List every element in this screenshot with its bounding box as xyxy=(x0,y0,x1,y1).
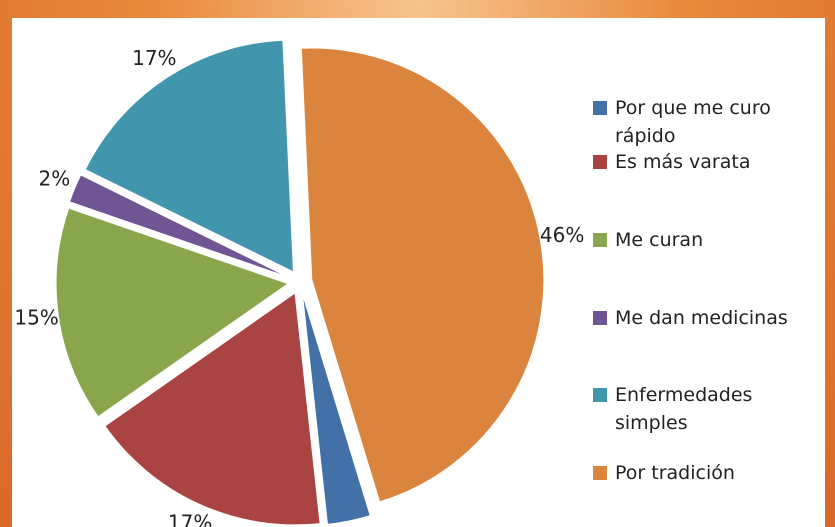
legend-item: Me dan medicinas xyxy=(593,304,810,332)
legend-item: Por tradición xyxy=(593,459,810,487)
legend-swatch xyxy=(593,155,607,169)
data-label: 2% xyxy=(39,166,71,190)
legend-label: Enfermedades simples xyxy=(615,384,753,434)
legend-item: Enfermedades simples xyxy=(593,381,810,437)
pie-slice xyxy=(55,207,290,418)
pie-slice xyxy=(300,47,545,503)
legend-label: Me curan xyxy=(615,229,704,251)
data-label: 15% xyxy=(14,306,58,330)
pie-slice xyxy=(68,174,290,278)
legend-swatch xyxy=(593,388,607,402)
pie-slice xyxy=(104,292,321,526)
legend-swatch xyxy=(593,233,607,247)
legend-item: Me curan xyxy=(593,226,810,254)
legend-label: Por tradición xyxy=(615,462,735,484)
data-label: 46% xyxy=(540,223,584,247)
legend-label: Por que me curo rápido xyxy=(615,97,771,147)
legend-label: Es más varata xyxy=(615,151,751,173)
legend-swatch xyxy=(593,311,607,325)
legend-swatch xyxy=(593,466,607,480)
legend-swatch xyxy=(593,101,607,115)
pie-slice xyxy=(84,39,294,273)
legend-item: Por que me curo rápido xyxy=(593,94,810,150)
legend-label: Me dan medicinas xyxy=(615,307,788,329)
legend-item: Es más varata xyxy=(593,148,810,176)
pie-slice xyxy=(301,293,371,525)
data-label: 17% xyxy=(132,46,176,70)
data-label: 17% xyxy=(168,511,212,527)
